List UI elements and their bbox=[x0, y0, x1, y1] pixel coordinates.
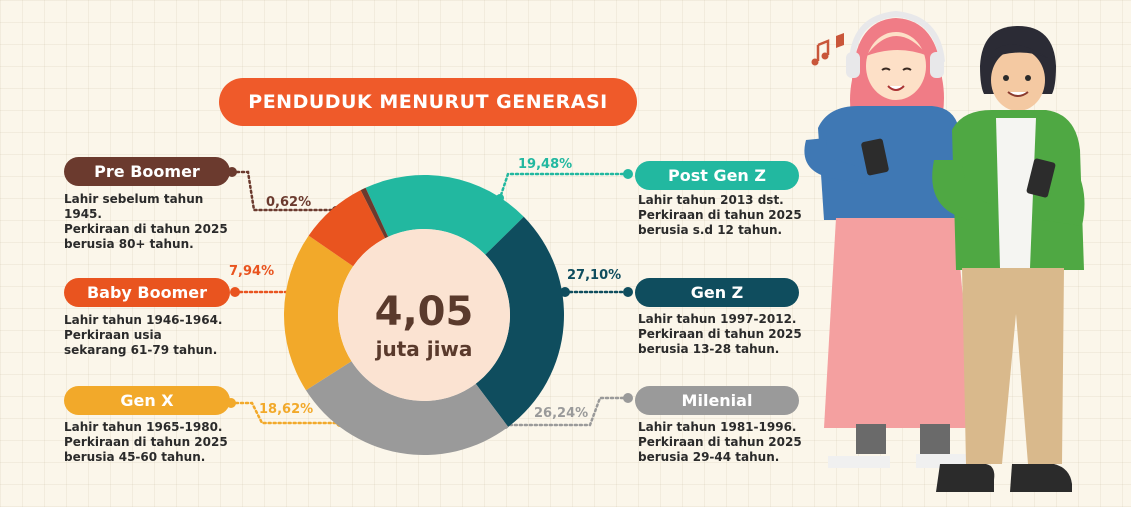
music-note-icon-2 bbox=[836, 33, 844, 48]
desc-pre-boomer: Lahir sebelum tahun 1945. Perkiraan di t… bbox=[64, 192, 228, 251]
percent-gen-z: 27,10% bbox=[567, 268, 622, 283]
center-value: 4,05 bbox=[375, 289, 474, 335]
percent-gen-x: 18,62% bbox=[259, 402, 314, 417]
dot-baby-boomer bbox=[230, 287, 240, 297]
connector-gen-x bbox=[229, 401, 342, 425]
center-unit: juta jiwa bbox=[375, 337, 473, 361]
connector-post-gen-z bbox=[498, 172, 630, 200]
percent-post-gen-z: 19,48% bbox=[518, 157, 573, 172]
label-gen-x: Gen X bbox=[64, 386, 230, 415]
connector-pre-boomer bbox=[230, 170, 338, 212]
percent-baby-boomer: 7,94% bbox=[229, 264, 275, 279]
desc-post-gen-z: Lahir tahun 2013 dst. Perkiraan di tahun… bbox=[638, 193, 802, 237]
label-baby-boomer: Baby Boomer bbox=[64, 278, 230, 307]
label-post-gen-z: Post Gen Z bbox=[635, 161, 799, 190]
connector-milenial bbox=[503, 396, 630, 427]
donut-slice-post-gen-z bbox=[365, 175, 524, 255]
donut-slice-pre-boomer bbox=[360, 187, 389, 239]
percent-pre-boomer: 0,62% bbox=[266, 195, 312, 210]
music-note-icon bbox=[816, 39, 830, 61]
desc-baby-boomer: Lahir tahun 1946-1964. Perkiraan usia se… bbox=[64, 313, 223, 357]
label-pre-boomer: Pre Boomer bbox=[64, 157, 230, 186]
dot-gen-x bbox=[226, 398, 236, 408]
boy-illustration bbox=[932, 26, 1085, 492]
desc-gen-z: Lahir tahun 1997-2012. Perkiraan di tahu… bbox=[638, 312, 802, 356]
dot-gen-z-end bbox=[623, 287, 633, 297]
desc-milenial: Lahir tahun 1981-1996. Perkiraan di tahu… bbox=[638, 420, 802, 464]
donut-center bbox=[338, 229, 510, 401]
donut-slice-gen-x bbox=[284, 235, 354, 391]
desc-gen-x: Lahir tahun 1965-1980. Perkiraan di tahu… bbox=[64, 420, 228, 464]
donut-slice-baby-boomer bbox=[308, 190, 386, 267]
page-title: PENDUDUK MENURUT GENERASI bbox=[219, 78, 637, 126]
donut-slice-gen-z bbox=[475, 216, 564, 427]
dot-post-gen-z bbox=[623, 169, 633, 179]
donut-chart bbox=[284, 175, 564, 455]
dot-pre-boomer bbox=[227, 167, 237, 177]
percent-milenial: 26,24% bbox=[534, 406, 589, 421]
dot-gen-z bbox=[560, 287, 570, 297]
label-milenial: Milenial bbox=[635, 386, 799, 415]
dot-milenial bbox=[623, 393, 633, 403]
girl-illustration bbox=[804, 10, 974, 468]
label-gen-z: Gen Z bbox=[635, 278, 799, 307]
donut-slice-milenial bbox=[305, 361, 509, 455]
